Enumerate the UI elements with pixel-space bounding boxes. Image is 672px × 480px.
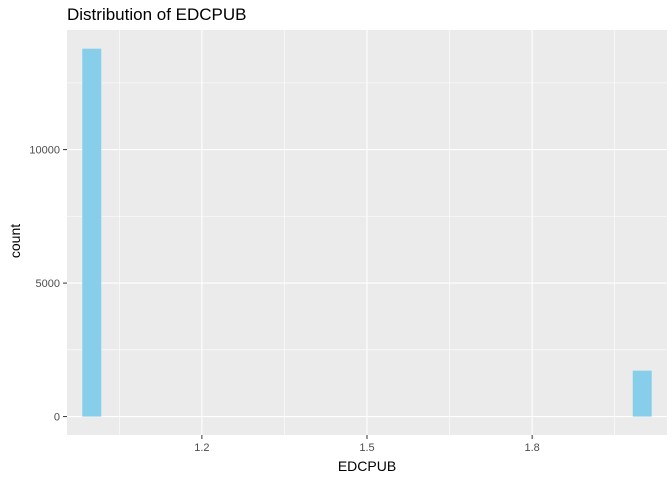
chart-title: Distribution of EDCPUB: [67, 5, 247, 24]
x-axis: 1.2 1.5 1.8: [194, 435, 540, 454]
x-tick-label: 1.2: [194, 442, 209, 454]
y-axis-title: count: [7, 224, 23, 258]
y-tick-label: 10000: [29, 145, 60, 157]
y-axis: 0 5000 10000: [29, 145, 67, 424]
bars: [82, 48, 652, 417]
y-tick-label: 0: [54, 412, 60, 424]
grid-major: [67, 30, 667, 435]
x-tick-label: 1.8: [524, 442, 539, 454]
x-axis-title: EDCPUB: [338, 458, 396, 474]
histogram-bar: [632, 370, 652, 417]
y-tick-label: 5000: [36, 278, 60, 290]
x-tick-label: 1.5: [359, 442, 374, 454]
histogram-bar: [82, 48, 102, 417]
